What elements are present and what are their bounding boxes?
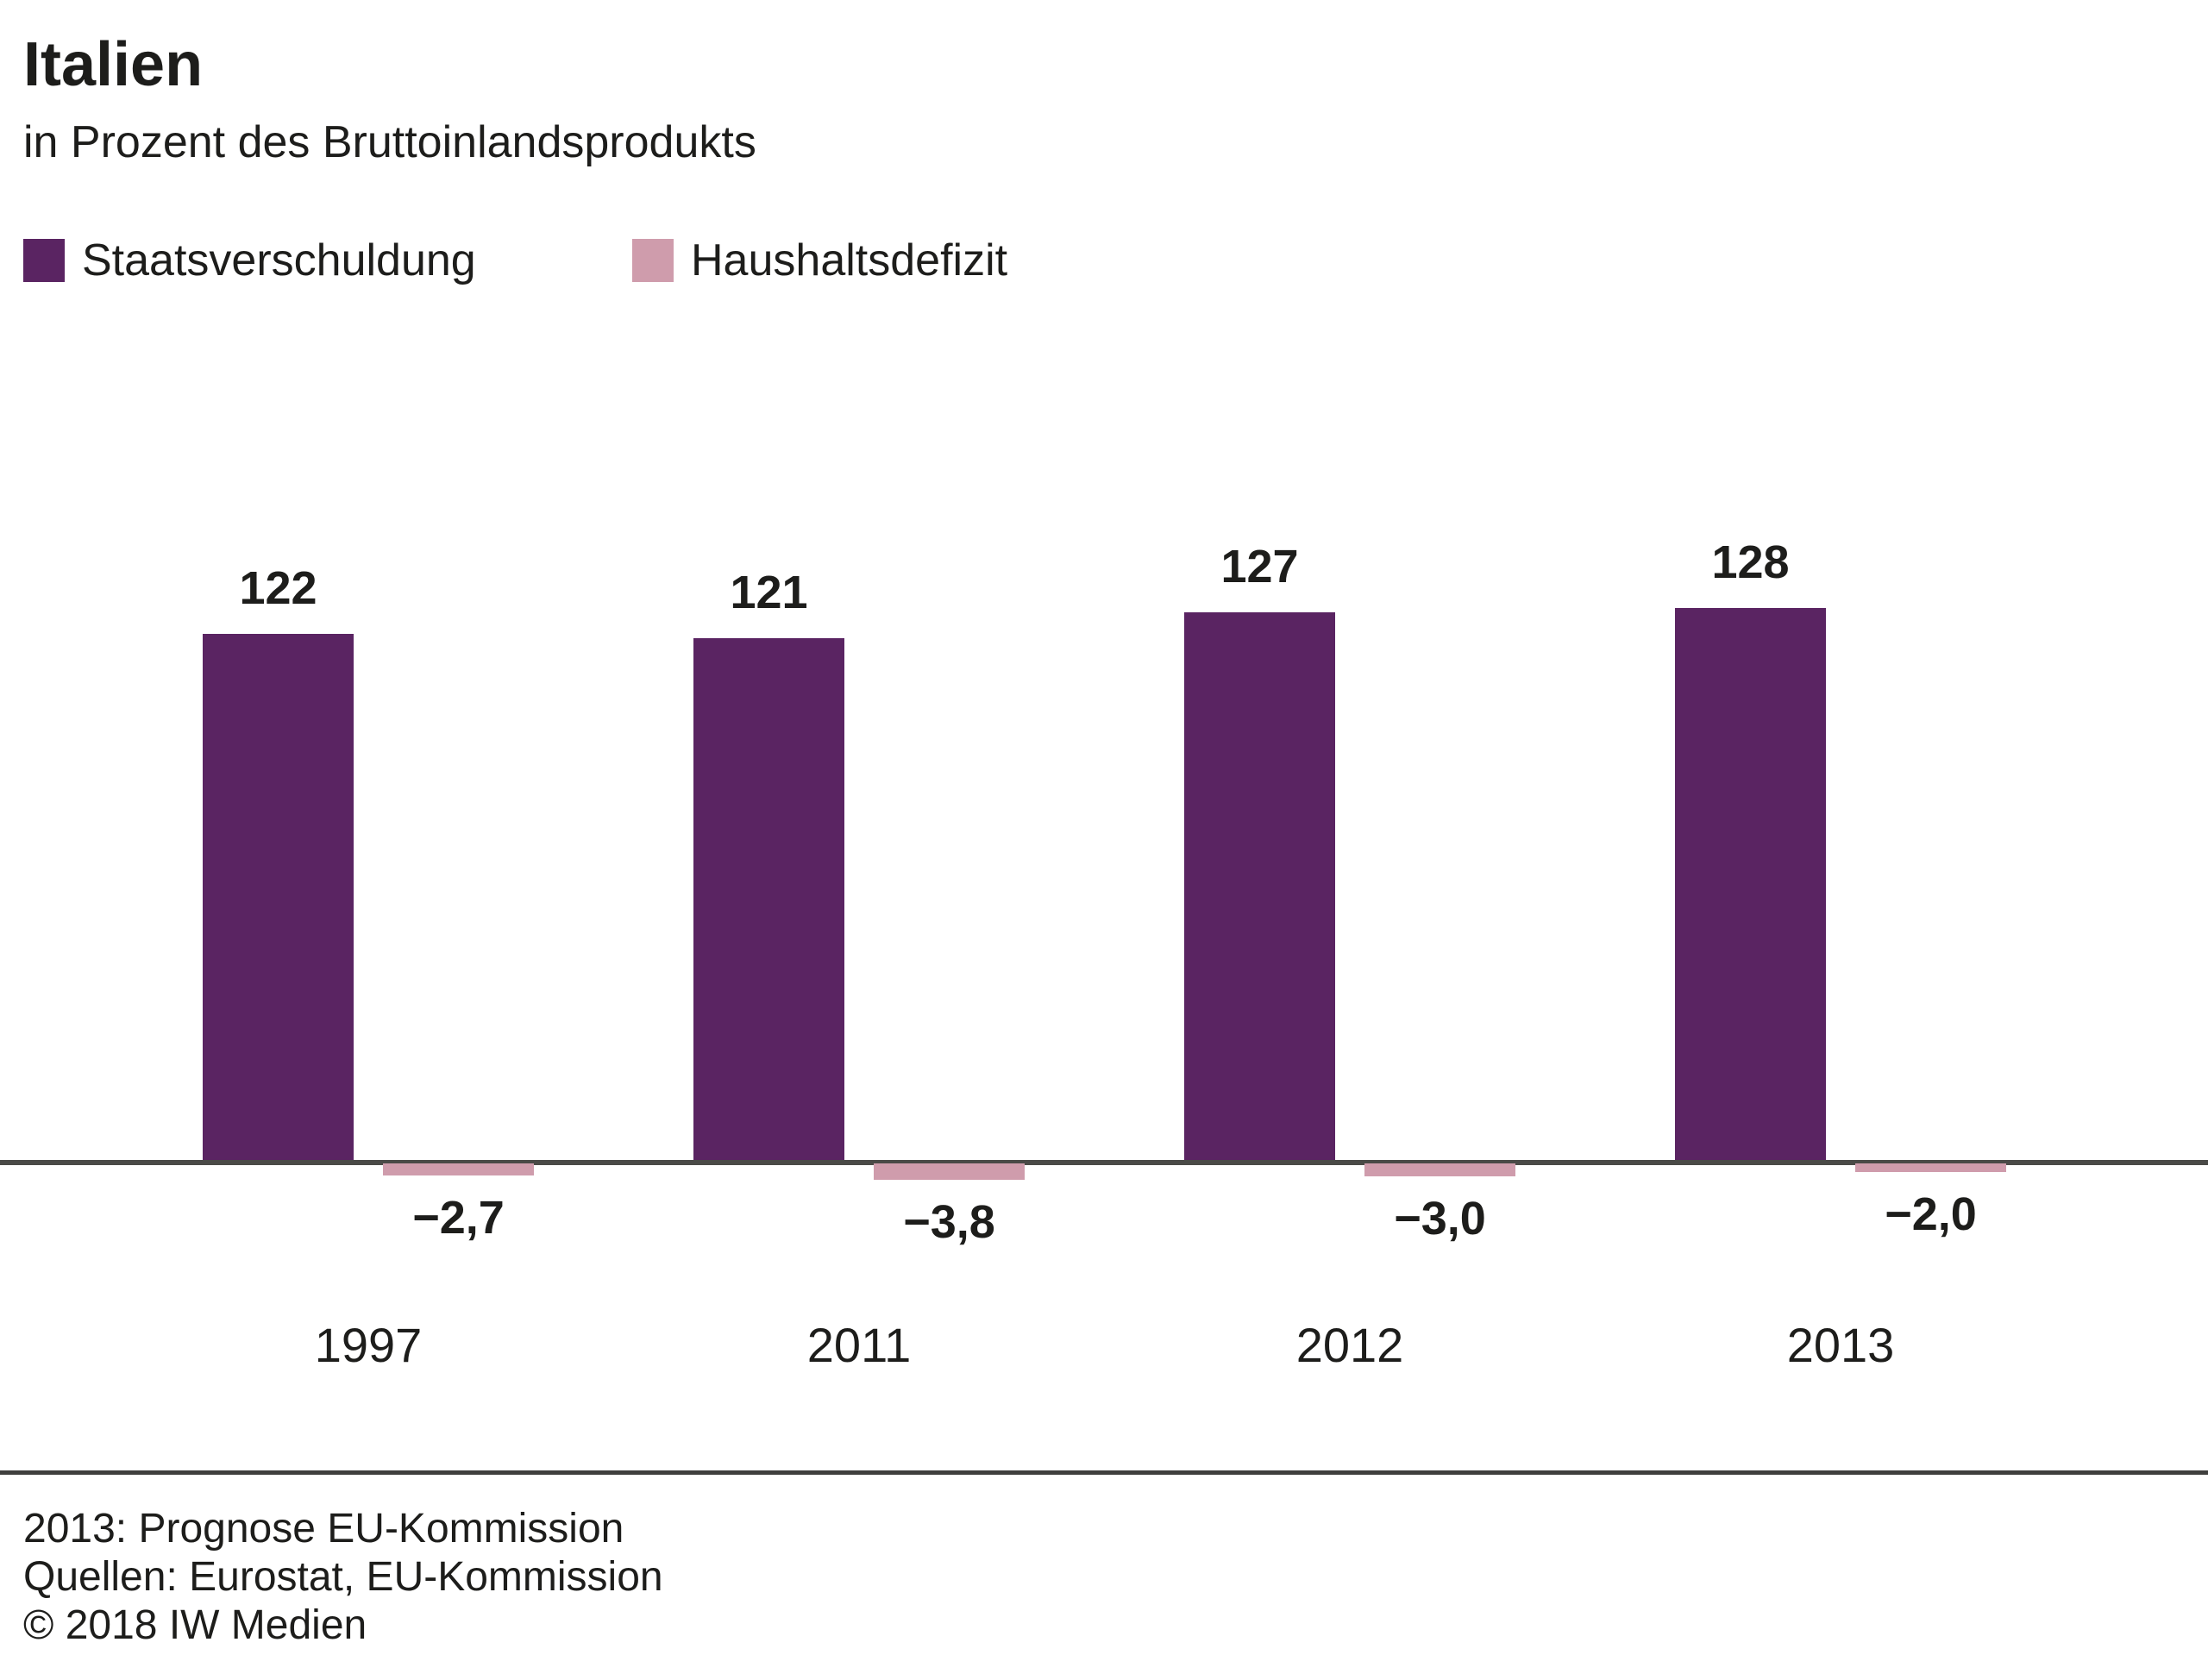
bar-staatsverschuldung-1997 (203, 634, 354, 1160)
footer-copyright: © 2018 IW Medien (23, 1602, 367, 1648)
legend-item-staatsverschuldung: Staatsverschuldung (23, 238, 476, 283)
bar-haushaltsdefizit-2012 (1364, 1163, 1515, 1176)
bar-staatsverschuldung-2011 (693, 638, 844, 1160)
value-label-staatsverschuldung-1997: 122 (239, 562, 317, 614)
x-axis-label-2012: 2012 (1295, 1318, 1404, 1372)
x-axis-label-2013: 2013 (1786, 1318, 1895, 1372)
value-label-staatsverschuldung-2011: 121 (730, 567, 808, 618)
footer: 2013: Prognose EU-Kommission Quellen: Eu… (23, 1505, 663, 1650)
x-axis-label-1997: 1997 (314, 1318, 423, 1372)
value-label-staatsverschuldung-2013: 128 (1711, 536, 1790, 588)
legend-item-haushaltsdefizit: Haushaltsdefizit (632, 238, 1007, 283)
value-label-staatsverschuldung-2012: 127 (1220, 541, 1299, 592)
legend-label-haushaltsdefizit: Haushaltsdefizit (691, 235, 1008, 285)
footer-divider (0, 1470, 2208, 1475)
x-axis-label-2011: 2011 (806, 1318, 912, 1372)
x-axis-line (0, 1160, 2208, 1165)
value-label-haushaltsdefizit-2012: −3,0 (1394, 1193, 1486, 1244)
bar-haushaltsdefizit-2013 (1855, 1163, 2006, 1172)
bar-staatsverschuldung-2012 (1184, 612, 1335, 1160)
value-label-haushaltsdefizit-2013: −2,0 (1885, 1188, 1977, 1240)
chart-subtitle: in Prozent des Bruttoinlandsprodukts (23, 117, 756, 167)
legend-swatch-haushaltsdefizit (632, 239, 674, 282)
footer-sources: Quellen: Eurostat, EU-Kommission (23, 1554, 663, 1600)
bar-haushaltsdefizit-1997 (383, 1163, 534, 1175)
bar-staatsverschuldung-2013 (1675, 608, 1826, 1160)
value-label-haushaltsdefizit-2011: −3,8 (903, 1196, 995, 1248)
bar-haushaltsdefizit-2011 (874, 1163, 1025, 1180)
legend-swatch-staatsverschuldung (23, 239, 65, 282)
value-label-haushaltsdefizit-1997: −2,7 (412, 1192, 505, 1244)
legend: Staatsverschuldung Haushaltsdefizit (0, 238, 2208, 283)
footer-note: 2013: Prognose EU-Kommission (23, 1506, 624, 1551)
legend-label-staatsverschuldung: Staatsverschuldung (82, 235, 476, 285)
chart-title: Italien (23, 30, 204, 99)
